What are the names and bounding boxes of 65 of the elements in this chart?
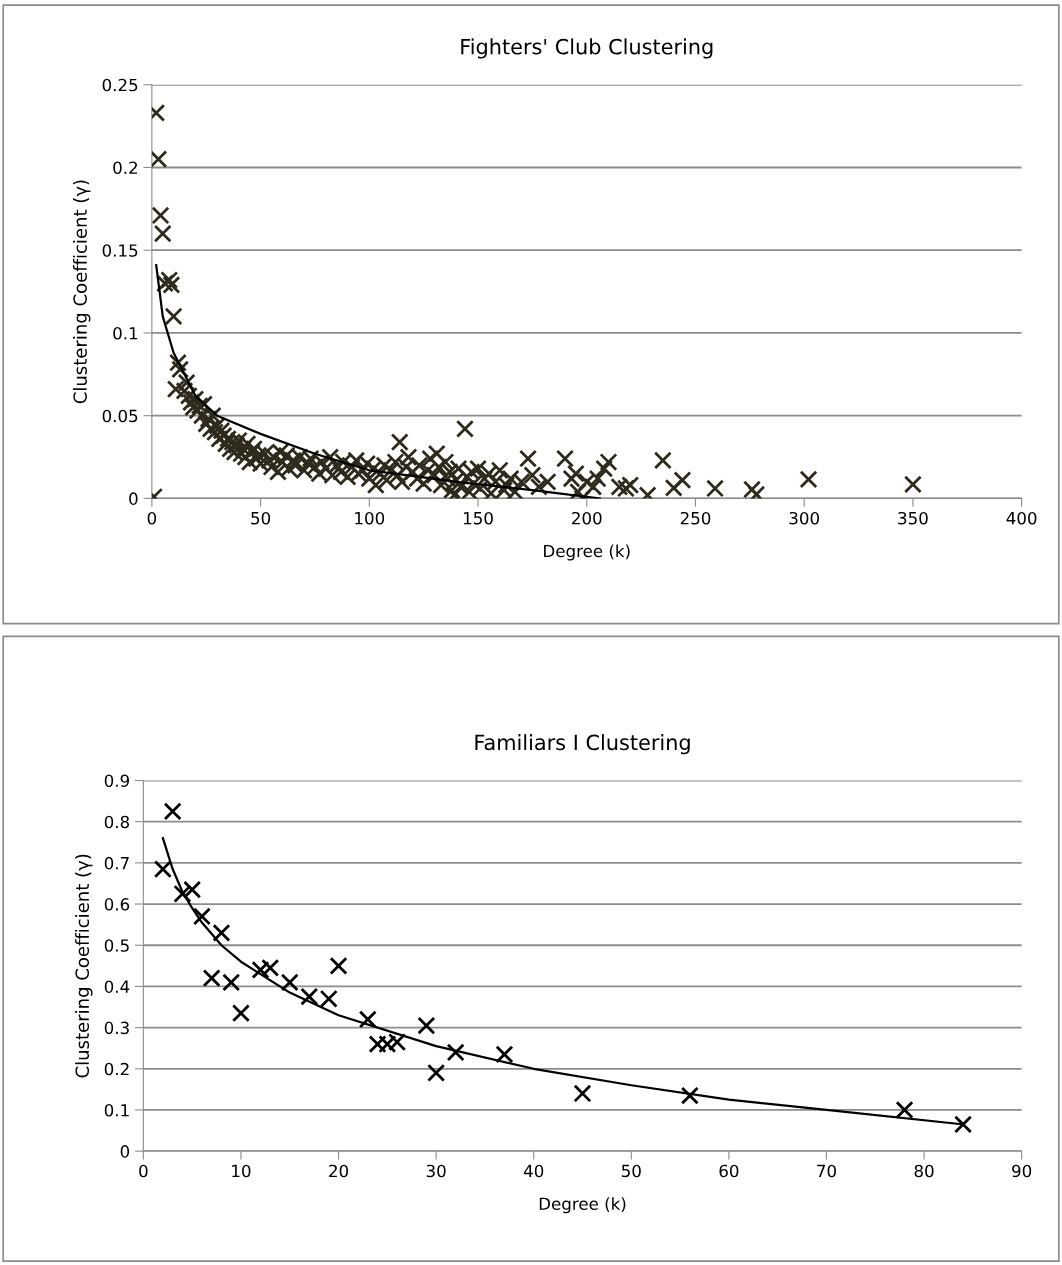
point xyxy=(202,969,221,988)
point xyxy=(680,1086,699,1105)
point xyxy=(192,907,211,926)
point xyxy=(251,960,270,979)
point xyxy=(153,860,172,879)
y-tick-label: 0.5 xyxy=(104,939,129,952)
x-tick-label: 100 xyxy=(355,511,385,525)
line-series xyxy=(155,264,601,499)
y-tick-label: 0.6 xyxy=(104,898,130,911)
point xyxy=(280,973,299,992)
point xyxy=(358,1010,377,1029)
y-tick-label: 0.8 xyxy=(104,815,130,829)
point xyxy=(212,923,231,942)
y-tick-label: 0.9 xyxy=(104,774,129,788)
y-tick-label: 0 xyxy=(120,1145,130,1158)
x-tick-label: 90 xyxy=(1012,1164,1032,1178)
x-tick-label: 10 xyxy=(232,1164,251,1178)
y-tick-label: 0 xyxy=(129,492,138,505)
point xyxy=(231,1004,250,1023)
x-tick-label: 350 xyxy=(898,511,928,525)
point xyxy=(427,1063,446,1082)
y-tick-label: 0.05 xyxy=(102,409,138,423)
point xyxy=(446,1043,465,1062)
point xyxy=(329,956,348,975)
point xyxy=(573,1084,592,1103)
y-tick-label: 0.2 xyxy=(104,1062,129,1076)
x-tick-label: 200 xyxy=(572,511,602,525)
x-tick-label: 80 xyxy=(914,1164,934,1178)
x-tick-label: 0 xyxy=(139,1164,148,1178)
x-tick-label: 400 xyxy=(1006,511,1037,525)
y-tick-label: 0.1 xyxy=(113,326,138,340)
x-tick-label: 150 xyxy=(463,511,493,525)
y-tick-label: 0.2 xyxy=(113,161,137,175)
y-tick-label: 0.15 xyxy=(102,244,138,257)
point xyxy=(183,880,202,899)
point xyxy=(163,802,182,821)
chart-title: Fighters' Club Clustering xyxy=(461,38,713,59)
x-tick-label: 60 xyxy=(719,1164,739,1178)
point xyxy=(222,973,241,992)
x-tick-label: 30 xyxy=(426,1164,446,1178)
chart-title: Familiars I Clustering xyxy=(475,734,690,755)
point xyxy=(495,1045,514,1064)
point xyxy=(173,884,192,903)
x-tick-label: 300 xyxy=(789,511,819,525)
point xyxy=(895,1100,914,1119)
x-tick-label: 50 xyxy=(251,511,271,525)
point xyxy=(378,1035,397,1054)
x-tick-label: 70 xyxy=(817,1164,836,1178)
x-axis-title: Degree (k) xyxy=(539,1197,626,1214)
y-tick-label: 0.3 xyxy=(104,1021,129,1035)
y-axis-title: Clustering Coefficient (γ) xyxy=(75,854,93,1078)
x-tick-label: 40 xyxy=(523,1164,544,1178)
x-axis-title: Degree (k) xyxy=(544,544,630,561)
y-tick-label: 0.25 xyxy=(102,78,138,92)
y-tick-label: 0.1 xyxy=(104,1103,129,1117)
point xyxy=(261,958,280,977)
point xyxy=(954,1115,973,1134)
point xyxy=(417,1016,436,1035)
x-tick-label: 250 xyxy=(680,511,711,525)
x-tick-label: 50 xyxy=(621,1164,641,1178)
x-tick-label: 0 xyxy=(147,511,157,525)
y-axis-title: Clustering Coefficient (γ) xyxy=(72,180,91,404)
y-tick-label: 0.4 xyxy=(104,980,130,993)
y-tick-label: 0.7 xyxy=(104,856,129,870)
x-tick-label: 20 xyxy=(329,1164,349,1178)
